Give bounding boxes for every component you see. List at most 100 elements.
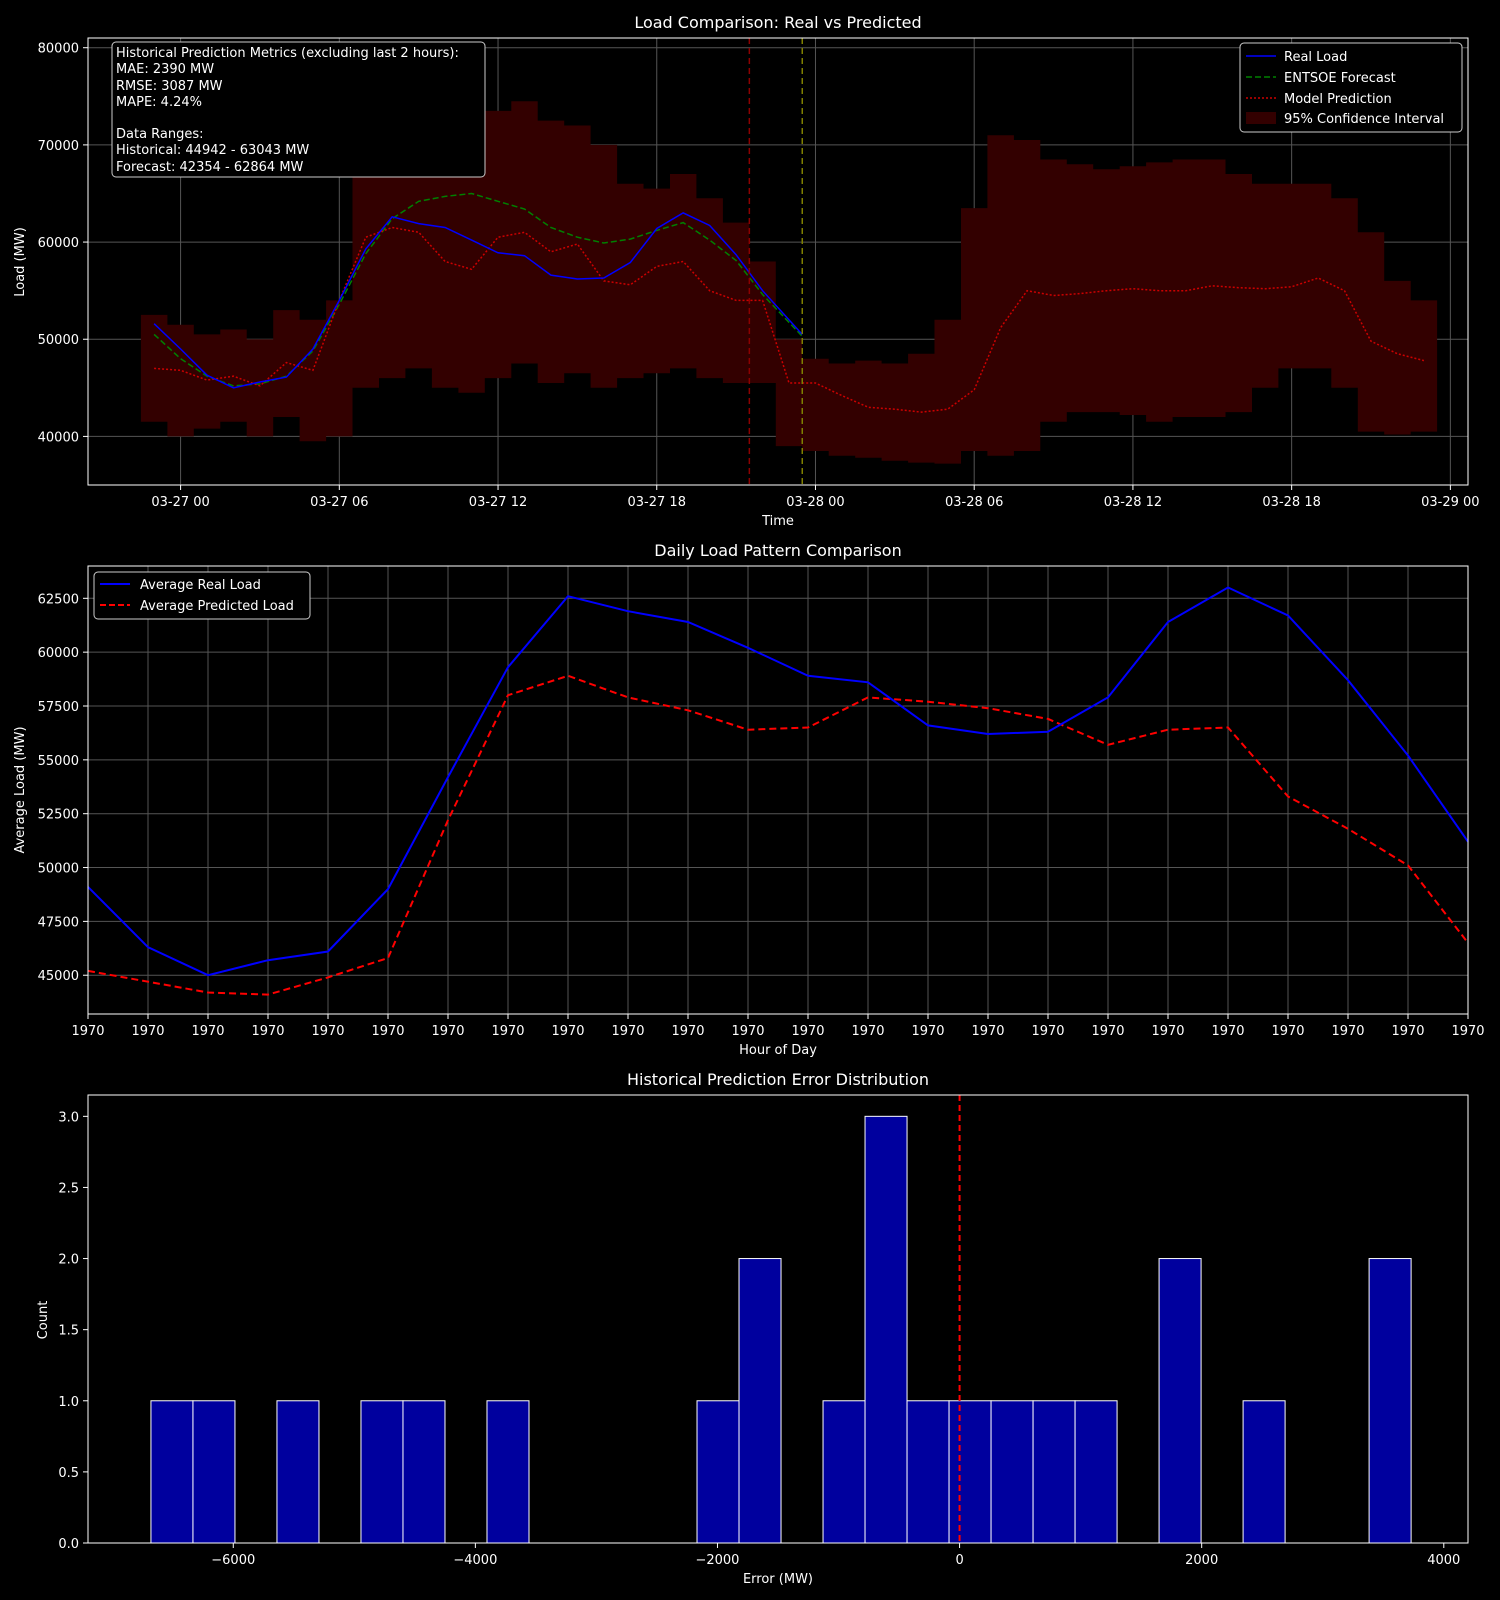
x-tick-label: 03-27 06 — [310, 495, 368, 510]
histogram-bar — [150, 1400, 194, 1544]
x-tick-label: 0 — [955, 1553, 963, 1568]
x-tick-label: −6000 — [211, 1553, 255, 1568]
y-tick-label: 2.0 — [58, 1253, 79, 1268]
x-tick-label: 1970 — [251, 1024, 284, 1039]
metrics-line: Historical: 44942 - 63043 MW — [116, 143, 309, 158]
x-tick-label: 03-27 12 — [469, 495, 527, 510]
x-tick-label: 1970 — [191, 1024, 224, 1039]
x-tick-label: 1970 — [491, 1024, 524, 1039]
daily-pattern-frame — [87, 565, 1469, 1015]
metrics-line: Historical Prediction Metrics (excluding… — [116, 46, 459, 61]
legend-box — [93, 571, 311, 620]
error-distribution-xlabel: Error (MW) — [743, 1572, 813, 1587]
x-tick-label: 03-27 18 — [628, 495, 686, 510]
x-tick-label: 1970 — [1331, 1024, 1364, 1039]
legend-band-label: 95% Confidence Interval — [1284, 112, 1444, 127]
histogram-bar — [1074, 1400, 1118, 1544]
x-tick-label: 03-28 18 — [1262, 495, 1320, 510]
x-tick-label: −2000 — [695, 1553, 739, 1568]
y-tick-label: 2.5 — [58, 1181, 79, 1196]
legend-band-swatch — [1246, 112, 1276, 124]
legend-avg-real-label: Average Real Load — [140, 578, 261, 593]
y-tick-label: 52500 — [38, 808, 79, 823]
legend-real-label: Real Load — [1284, 50, 1347, 65]
metrics-line: MAPE: 4.24% — [116, 95, 202, 110]
average-real-load-line — [87, 586, 1469, 977]
real-load-line — [153, 212, 803, 389]
histogram-bar — [1368, 1258, 1412, 1544]
x-tick-label: 03-28 00 — [786, 495, 844, 510]
x-tick-label: −4000 — [453, 1553, 497, 1568]
error-distribution-panel: Historical Prediction Error Distribution… — [36, 1070, 1469, 1587]
histogram-bar — [864, 1115, 908, 1544]
x-tick-label: 03-28 12 — [1104, 495, 1162, 510]
x-tick-label: 03-28 06 — [945, 495, 1003, 510]
y-tick-label: 60000 — [38, 646, 79, 661]
error-distribution-ylabel: Count — [36, 1301, 51, 1340]
x-tick-label: 1970 — [311, 1024, 344, 1039]
x-tick-label: 1970 — [131, 1024, 164, 1039]
metrics-line: MAE: 2390 MW — [116, 62, 214, 77]
histogram-bar — [486, 1400, 530, 1544]
y-tick-label: 45000 — [38, 969, 79, 984]
y-tick-label: 0.0 — [58, 1537, 79, 1552]
legend-model-label: Model Prediction — [1284, 92, 1392, 107]
daily-pattern-legend: Average Real Load Average Predicted Load — [93, 571, 311, 620]
y-tick-label: 50000 — [38, 862, 79, 877]
y-tick-label: 50000 — [38, 333, 79, 348]
x-tick-label: 1970 — [851, 1024, 884, 1039]
y-tick-label: 62500 — [38, 592, 79, 607]
x-tick-label: 1970 — [1151, 1024, 1184, 1039]
y-tick-label: 40000 — [38, 430, 79, 445]
x-tick-label: 1970 — [71, 1024, 104, 1039]
daily-pattern-title: Daily Load Pattern Comparison — [654, 541, 901, 560]
x-tick-label: 1970 — [431, 1024, 464, 1039]
x-tick-label: 1970 — [1391, 1024, 1424, 1039]
y-tick-label: 60000 — [38, 236, 79, 251]
histogram-bar — [738, 1258, 782, 1544]
x-tick-label: 1970 — [551, 1024, 584, 1039]
x-tick-label: 1970 — [611, 1024, 644, 1039]
histogram-bar — [990, 1400, 1034, 1544]
x-tick-label: 1970 — [1211, 1024, 1244, 1039]
y-tick-label: 80000 — [38, 42, 79, 57]
histogram-bar — [948, 1400, 992, 1544]
x-tick-label: 1970 — [731, 1024, 764, 1039]
error-distribution-plot: −6000 −4000 −2000 0 2000 4000 0.0 0.5 1.0 1.5 2.0 2… — [58, 1095, 1460, 1568]
legend-box — [1239, 42, 1463, 133]
load-comparison-xlabel: Time — [761, 514, 794, 529]
x-tick-label: 1970 — [671, 1024, 704, 1039]
load-comparison-title: Load Comparison: Real vs Predicted — [634, 13, 921, 32]
x-tick-label: 1970 — [911, 1024, 944, 1039]
daily-pattern-ylabel: Average Load (MW) — [13, 726, 28, 853]
x-tick-label: 1970 — [1451, 1024, 1484, 1039]
daily-pattern-plot: 1970 1970 1970 1970 1970 1970 1970 1970 1970 1970… — [38, 566, 1485, 1039]
y-tick-label: 47500 — [38, 915, 79, 930]
x-tick-label: 4000 — [1427, 1553, 1460, 1568]
y-tick-label: 1.5 — [58, 1324, 79, 1339]
load-comparison-ylabel: Load (MW) — [13, 227, 28, 297]
histogram-bar — [1158, 1258, 1202, 1544]
x-tick-label: 1970 — [371, 1024, 404, 1039]
x-tick-label: 03-27 00 — [151, 495, 209, 510]
histogram-bar — [192, 1400, 236, 1544]
entsoe-forecast-line — [153, 192, 803, 387]
y-tick-label: 57500 — [38, 700, 79, 715]
x-tick-label: 1970 — [1031, 1024, 1064, 1039]
metrics-annotation-box — [111, 41, 486, 178]
y-tick-label: 1.0 — [58, 1395, 79, 1410]
daily-pattern-panel: Daily Load Pattern Comparison Hour of Da… — [13, 541, 1485, 1058]
x-tick-label: 1970 — [1091, 1024, 1124, 1039]
metrics-line: Data Ranges: — [116, 127, 204, 142]
legend-avg-pred-label: Average Predicted Load — [140, 599, 294, 614]
y-tick-label: 55000 — [38, 754, 79, 769]
y-tick-label: 3.0 — [58, 1110, 79, 1125]
load-comparison-frame — [87, 37, 1469, 486]
metrics-annotation: Historical Prediction Metrics (excluding… — [111, 41, 486, 178]
error-distribution-title: Historical Prediction Error Distribution — [627, 1070, 929, 1089]
histogram-bar — [276, 1400, 320, 1544]
histogram-bar — [1242, 1400, 1286, 1544]
histogram-bar — [696, 1400, 740, 1544]
average-predicted-load-line — [87, 674, 1469, 996]
